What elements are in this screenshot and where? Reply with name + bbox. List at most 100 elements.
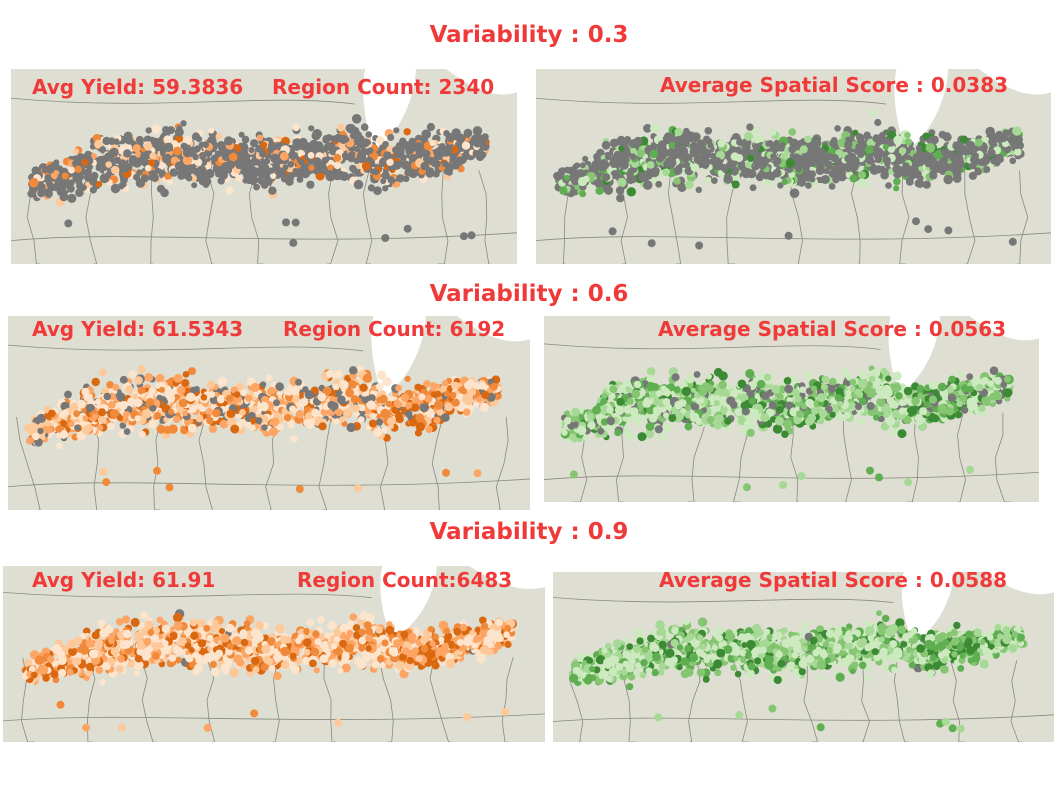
region-dot	[291, 218, 300, 227]
region-dot	[837, 172, 847, 182]
region-dot	[282, 218, 290, 227]
region-dot	[959, 144, 967, 152]
spatial-score-label: Average Spatial Score : 0.0383	[660, 73, 1009, 97]
region-dot	[857, 150, 865, 159]
region-dot	[872, 134, 881, 143]
region-dot	[490, 382, 498, 391]
region-dot	[369, 168, 376, 175]
region-dot	[381, 234, 390, 242]
region-dot	[311, 408, 320, 418]
region-dot	[82, 415, 89, 422]
region-dot	[182, 410, 189, 417]
region-dot	[243, 159, 254, 169]
region-dot	[84, 168, 92, 176]
region-dot	[123, 428, 131, 435]
region-dot	[785, 158, 795, 168]
region-dot	[880, 170, 889, 180]
region-dot	[425, 425, 433, 433]
region-dot	[286, 386, 293, 393]
region-dot	[400, 393, 410, 402]
region-dot	[381, 426, 389, 434]
region-dot	[183, 148, 192, 158]
region-dot	[251, 405, 258, 413]
region-dot	[866, 157, 875, 165]
region-dot	[874, 118, 882, 127]
region-dot	[922, 180, 931, 189]
region-dot	[270, 153, 280, 164]
region-dot	[190, 386, 198, 394]
region-dot	[382, 376, 392, 387]
region-dot	[210, 154, 219, 162]
region-dot	[387, 134, 395, 141]
region-dot	[149, 404, 157, 412]
region-dot	[337, 123, 345, 132]
region-dot	[912, 158, 921, 167]
region-dot	[952, 142, 961, 150]
region-dot	[809, 170, 816, 178]
region-dot	[145, 127, 152, 134]
region-dot	[353, 179, 364, 190]
region-dot	[559, 186, 568, 195]
region-dot	[788, 145, 797, 154]
region-dot	[283, 413, 292, 422]
region-dot	[99, 173, 110, 184]
region-dot	[649, 149, 658, 159]
region-dot	[308, 417, 315, 425]
region-dot	[134, 415, 141, 422]
region-dot	[735, 154, 744, 162]
region-dot	[454, 156, 465, 166]
region-dot	[91, 377, 100, 387]
region-dot	[94, 398, 102, 406]
region-dot	[333, 161, 342, 170]
region-dot	[235, 174, 243, 182]
region-dot	[270, 417, 280, 427]
region-dot	[225, 394, 234, 403]
region-dot	[387, 176, 395, 184]
region-dot	[144, 142, 153, 151]
region-dot	[451, 381, 460, 391]
region-dot	[80, 184, 87, 191]
region-dot	[423, 380, 431, 388]
region-dot	[717, 139, 726, 148]
region-dot	[463, 408, 471, 416]
region-dot	[58, 429, 68, 439]
region-dot	[64, 390, 72, 399]
boundary-line	[11, 97, 356, 105]
region-dot	[441, 379, 449, 387]
map-canvas	[544, 316, 1039, 502]
region-dot	[224, 136, 234, 146]
region-dot	[444, 402, 454, 412]
region-dot	[165, 483, 174, 492]
region-dot	[52, 182, 63, 192]
region-dot	[423, 155, 431, 163]
region-dot	[193, 145, 201, 153]
region-dot	[174, 134, 184, 143]
region-dot	[166, 179, 173, 186]
region-dot	[160, 188, 169, 198]
region-dot	[383, 434, 391, 442]
region-dot	[744, 161, 752, 169]
region-dot	[381, 171, 390, 180]
region-dot	[386, 158, 394, 166]
region-dot	[326, 370, 334, 378]
region-dot	[617, 177, 627, 188]
region-dot	[601, 392, 608, 399]
region-dot	[144, 373, 154, 382]
region-dot	[234, 144, 242, 152]
yield-map-2	[8, 316, 530, 510]
region-dot	[282, 164, 289, 171]
region-dot	[133, 173, 140, 181]
region-dot	[155, 373, 165, 383]
region-dot	[260, 171, 269, 179]
region-dot	[987, 148, 996, 158]
region-dot	[784, 231, 793, 240]
region-dot	[217, 376, 228, 387]
region-dot	[205, 168, 215, 179]
region-dot	[582, 155, 589, 162]
region-dot	[382, 185, 389, 192]
region-dot	[1009, 157, 1017, 165]
region-dot	[402, 175, 410, 183]
region-dot	[707, 142, 714, 149]
region-dot	[579, 190, 587, 198]
region-dot	[618, 145, 625, 152]
